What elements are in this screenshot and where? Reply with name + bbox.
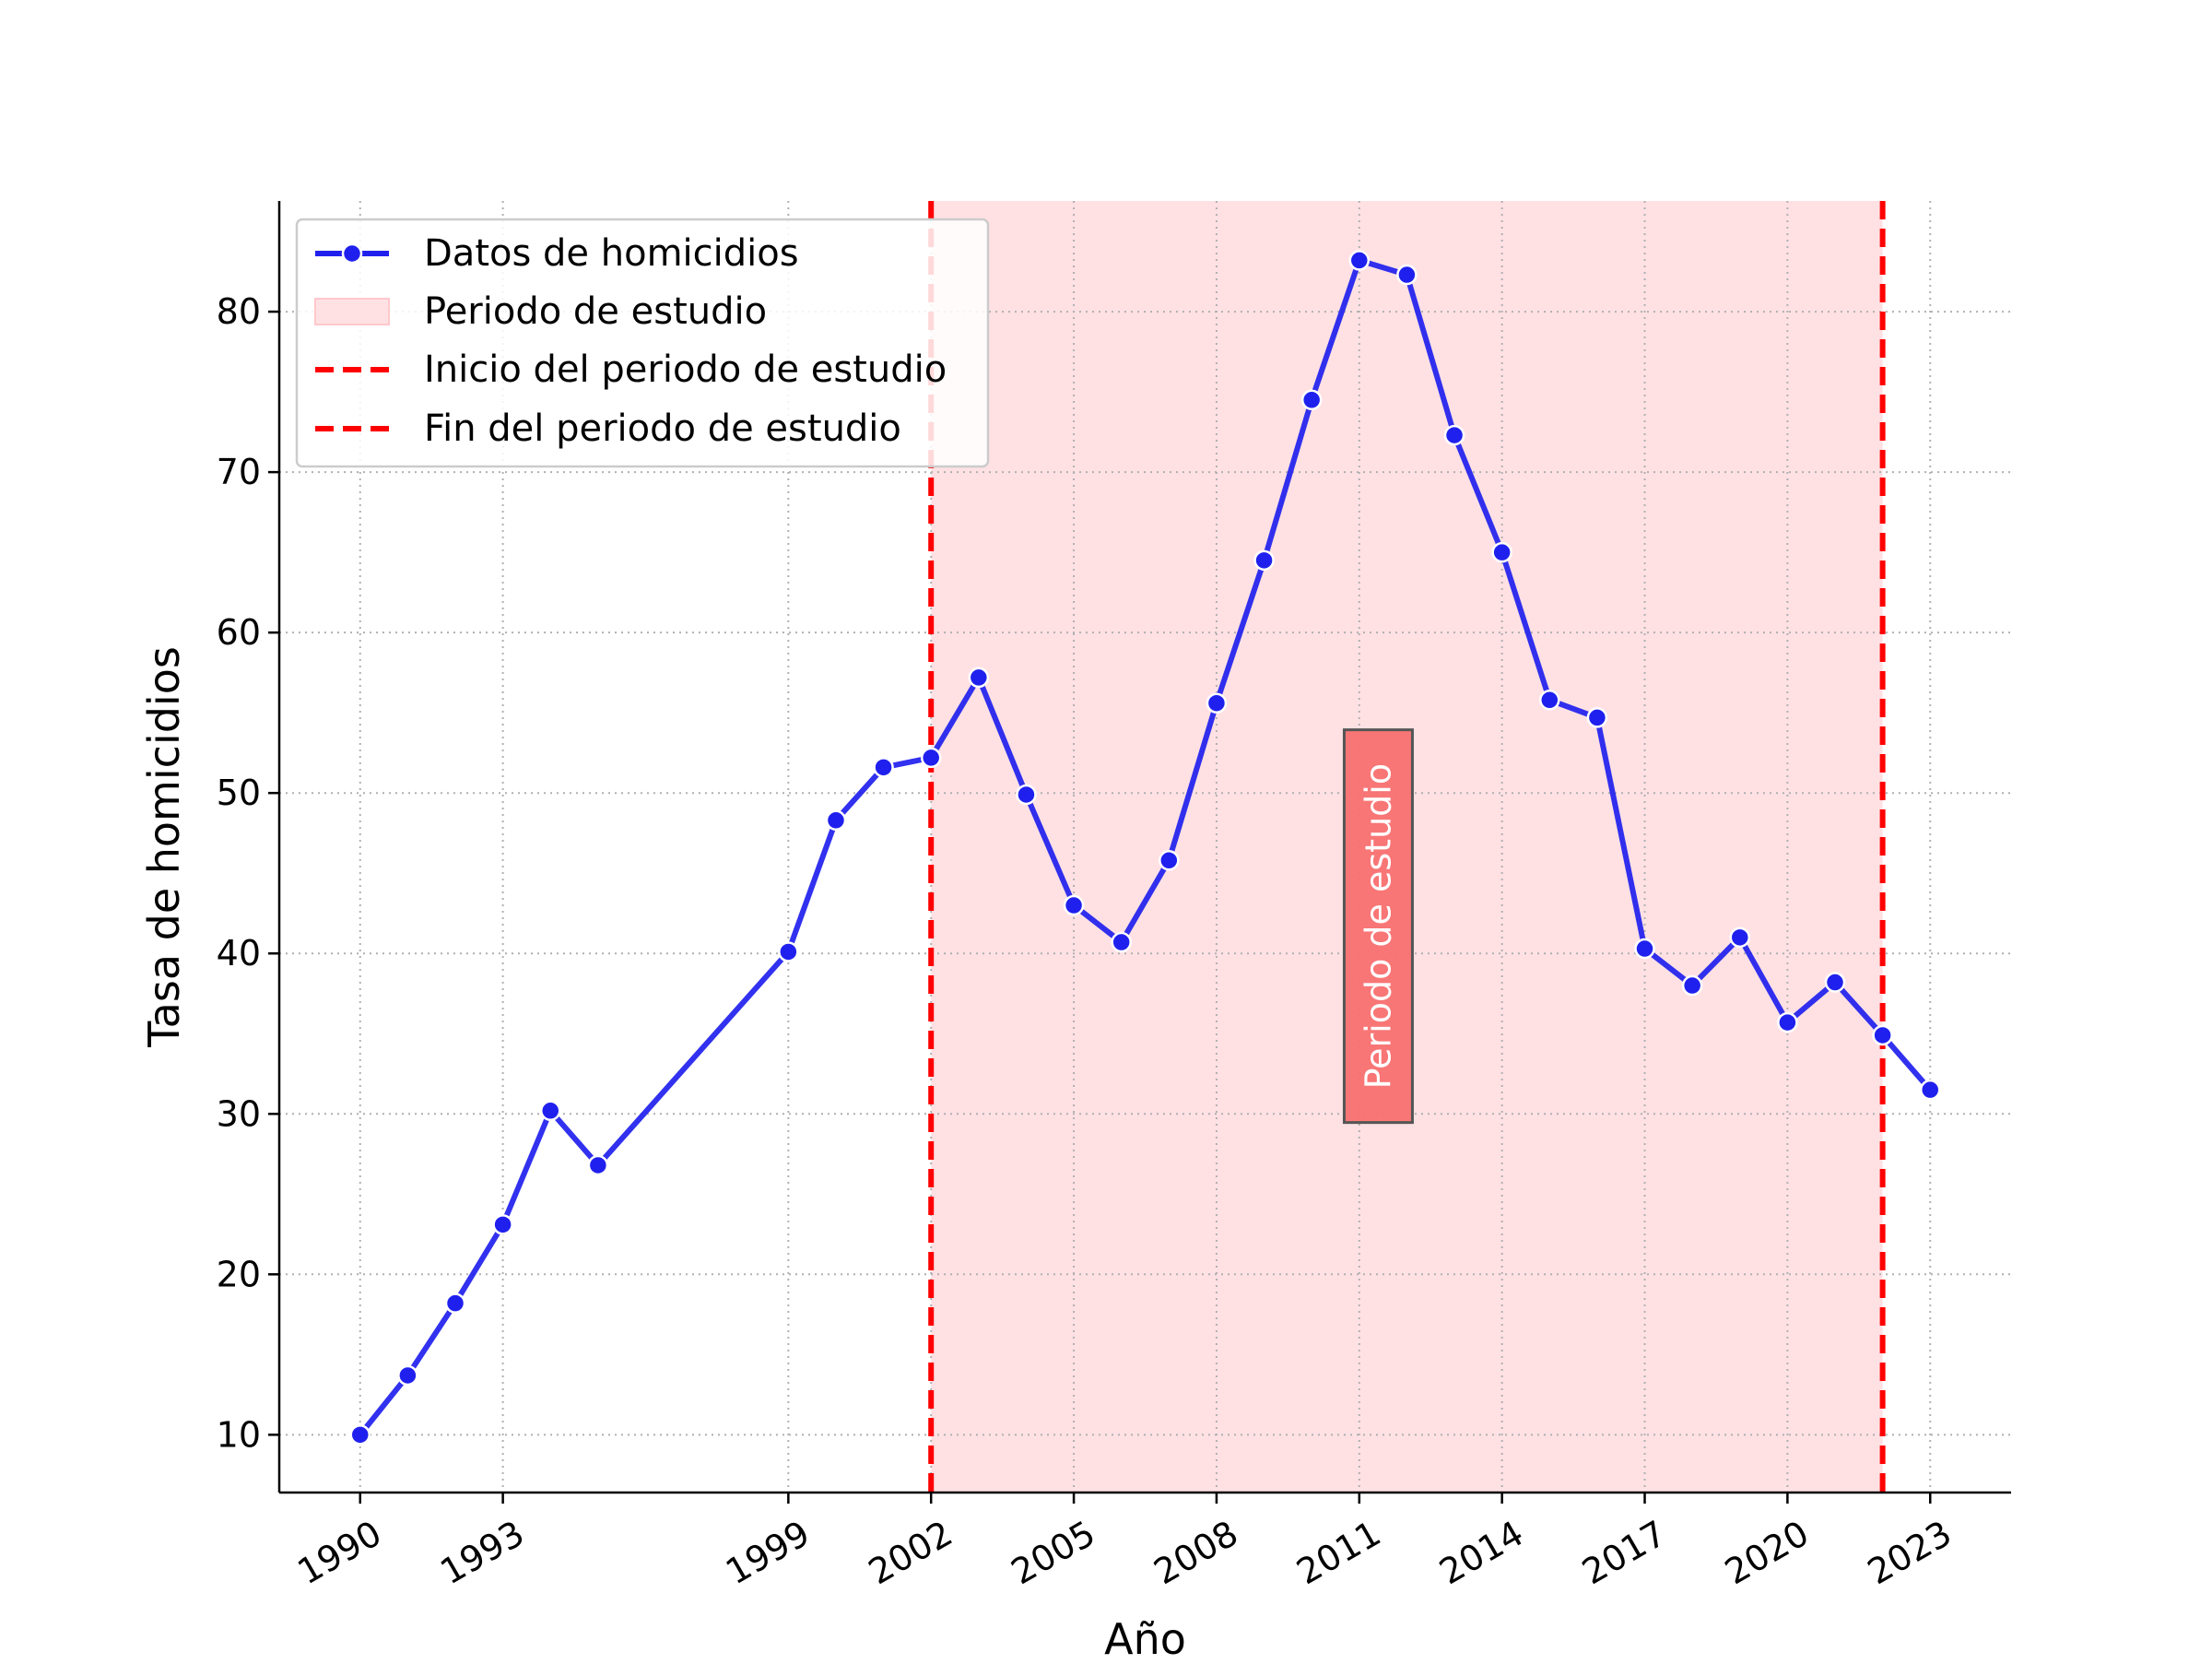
grid-layer: [279, 201, 2011, 1493]
y-axis-title: Tasa de homicidios: [139, 646, 189, 1048]
data-point: [1348, 250, 1371, 271]
data-point: [1824, 972, 1846, 993]
legend-box: [295, 218, 990, 468]
data-point: [778, 941, 799, 962]
legend-label: Periodo de estudio: [424, 290, 767, 333]
data-point: [1491, 541, 1512, 563]
y-tick-label: 50: [217, 773, 261, 813]
data-point: [1634, 938, 1655, 960]
data-point: [1063, 894, 1085, 916]
y-tick-label: 20: [217, 1254, 261, 1294]
data-point: [349, 1424, 371, 1446]
data-point: [587, 1154, 609, 1176]
data-point: [1111, 931, 1132, 953]
data-point: [1443, 424, 1465, 446]
data-point: [539, 1100, 561, 1122]
data-point: [920, 747, 942, 769]
data-point: [968, 667, 990, 689]
legend-label: Fin del periodo de estudio: [424, 407, 901, 450]
data-point: [825, 809, 847, 832]
data-point: [1253, 549, 1275, 572]
data-point: [1300, 389, 1323, 411]
series-layer: [349, 250, 1941, 1446]
data-point: [1919, 1079, 1941, 1101]
data-point: [1777, 1011, 1798, 1033]
legend-swatch-patch: [314, 298, 390, 325]
data-point: [1159, 850, 1180, 871]
legend-label: Datos de homicidios: [424, 232, 799, 275]
data-point: [1681, 974, 1703, 997]
data-point: [1206, 692, 1228, 714]
data-point: [1729, 926, 1751, 949]
annotation-layer: Periodo de estudio: [1342, 728, 1414, 1125]
legend-label: Inicio del periodo de estudio: [424, 348, 947, 391]
data-point: [873, 757, 894, 778]
y-tick-label: 10: [217, 1414, 261, 1455]
y-tick-label: 80: [217, 291, 261, 332]
vertical-lines-layer: [928, 201, 1886, 1493]
data-point: [1016, 784, 1037, 806]
data-point: [397, 1364, 418, 1387]
y-tick-label: 70: [217, 452, 261, 492]
legend-swatch-marker: [341, 242, 363, 265]
y-tick-label: 30: [217, 1093, 261, 1134]
data-point: [1586, 707, 1608, 728]
x-axis-title: Año: [1104, 1614, 1186, 1659]
y-tick-label: 40: [217, 933, 261, 974]
data-point: [492, 1214, 513, 1235]
annotation-box: [1342, 728, 1414, 1125]
data-point: [1539, 690, 1560, 711]
annotation-label: Periodo de estudio: [1358, 763, 1398, 1090]
data-point: [444, 1292, 466, 1314]
legend: Datos de homicidios Periodo de estudio Ini…: [295, 218, 990, 468]
data-point: [1872, 1024, 1893, 1046]
y-tick-label: 60: [217, 612, 261, 653]
data-point: [1396, 264, 1418, 286]
